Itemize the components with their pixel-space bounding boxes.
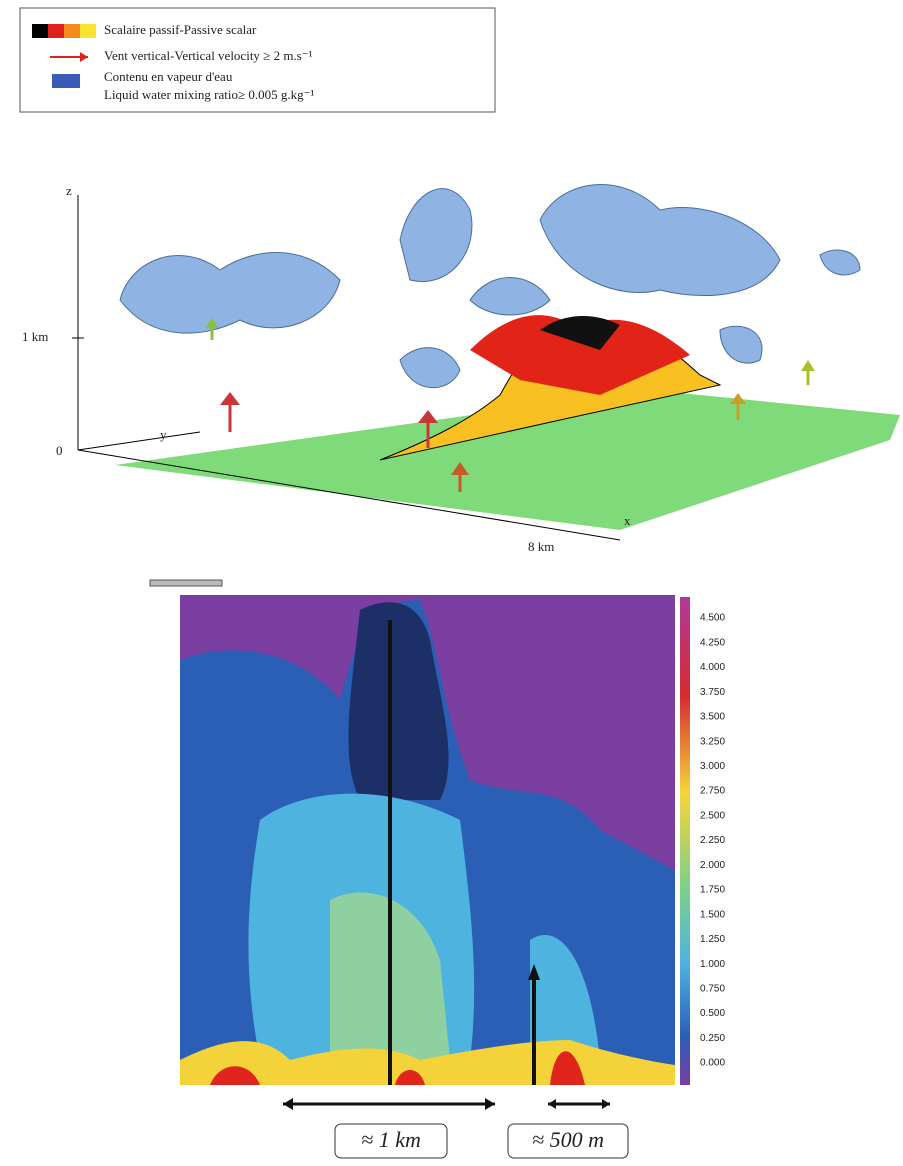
colorbar-label: 1.000 [700, 959, 725, 970]
colorbar-label: 2.750 [700, 786, 725, 797]
figure: Scalaire passif-Passive scalar Vent vert… [0, 0, 903, 1161]
axis [78, 432, 200, 450]
axis-label: y [160, 427, 167, 442]
colorbar-label: 0.750 [700, 983, 725, 994]
scale-bar [150, 580, 222, 586]
panel-2d: 4.500 4.250 4.000 3.750 3.500 3.250 3.000 2.750… [150, 580, 725, 1158]
legend: Scalaire passif-Passive scalar Vent vert… [20, 8, 495, 112]
colorbar-label: 3.000 [700, 761, 725, 772]
colorbar-label: 3.250 [700, 736, 725, 747]
colorbar-label: 1.750 [700, 885, 725, 896]
swatch [48, 24, 64, 38]
scale-label: ≈ 1 km [361, 1127, 421, 1152]
colorbar-label: 4.000 [700, 662, 725, 673]
axis-label: 8 km [528, 539, 554, 554]
colorbar-label: 4.250 [700, 637, 725, 648]
colorbar-label: 1.500 [700, 909, 725, 920]
axis-label: 0 [56, 443, 63, 458]
colorbar-label: 0.250 [700, 1033, 725, 1044]
panel-3d: z 1 km 0 y x 8 km [22, 183, 900, 554]
colorbar-label: 3.750 [700, 687, 725, 698]
swatch [80, 24, 96, 38]
colorbar-label: 0.500 [700, 1008, 725, 1019]
colorbar [680, 597, 690, 1085]
legend-text: Scalaire passif-Passive scalar [104, 22, 257, 37]
legend-text: Vent vertical-Vertical velocity ≥ 2 m.s⁻… [104, 48, 313, 63]
colorbar-label: 1.250 [700, 934, 725, 945]
colorbar-label: 0.000 [700, 1058, 725, 1069]
axis-label: 1 km [22, 329, 48, 344]
legend-text: Contenu en vapeur d'eau [104, 69, 233, 84]
colorbar-label: 2.250 [700, 835, 725, 846]
swatch [52, 74, 80, 88]
colorbar-label: 2.000 [700, 860, 725, 871]
colorbar-label: 2.500 [700, 810, 725, 821]
colorbar-label: 3.500 [700, 712, 725, 723]
axis-label: x [624, 513, 631, 528]
colorbar-ticks: 4.500 4.250 4.000 3.750 3.500 3.250 3.000 2.750… [700, 613, 725, 1069]
swatch [32, 24, 48, 38]
axis-label: z [66, 183, 72, 198]
scale-label: ≈ 500 m [532, 1127, 604, 1152]
legend-text: Liquid water mixing ratio≥ 0.005 g.kg⁻¹ [104, 87, 314, 102]
colorbar-label: 4.500 [700, 613, 725, 624]
swatch [64, 24, 80, 38]
